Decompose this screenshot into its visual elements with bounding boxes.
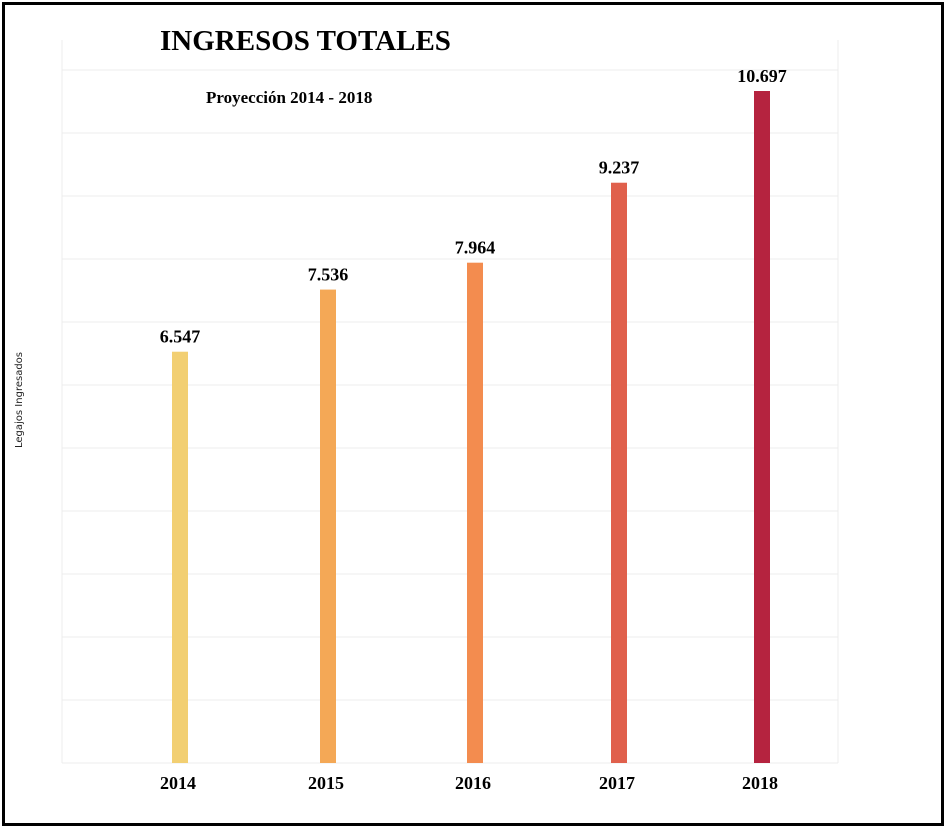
bar-2017 [611, 182, 627, 763]
bar-2015 [320, 289, 336, 763]
data-label-2014: 6.547 [160, 327, 201, 347]
data-label-2015: 7.536 [308, 265, 349, 285]
y-axis-label: Legajos Ingresados [14, 352, 25, 448]
x-tick-2015: 2015 [308, 773, 344, 793]
data-labels: 6.547 7.536 7.964 9.237 10.697 [160, 66, 787, 347]
bar-2014 [172, 351, 188, 763]
data-label-2018: 10.697 [737, 66, 787, 86]
data-label-2016: 7.964 [455, 238, 496, 258]
x-tick-2017: 2017 [599, 773, 635, 793]
x-tick-2016: 2016 [455, 773, 491, 793]
x-tick-2018: 2018 [742, 773, 778, 793]
bars [172, 91, 770, 763]
bar-2016 [467, 262, 483, 763]
chart-title: INGRESOS TOTALES [160, 25, 451, 57]
x-tick-labels: 2014 2015 2016 2017 2018 [160, 773, 778, 793]
chart-subtitle: Proyección 2014 - 2018 [206, 88, 372, 107]
data-label-2017: 9.237 [599, 158, 640, 178]
gridlines [61, 40, 839, 764]
bar-2018 [754, 91, 770, 763]
x-tick-2014: 2014 [160, 773, 196, 793]
